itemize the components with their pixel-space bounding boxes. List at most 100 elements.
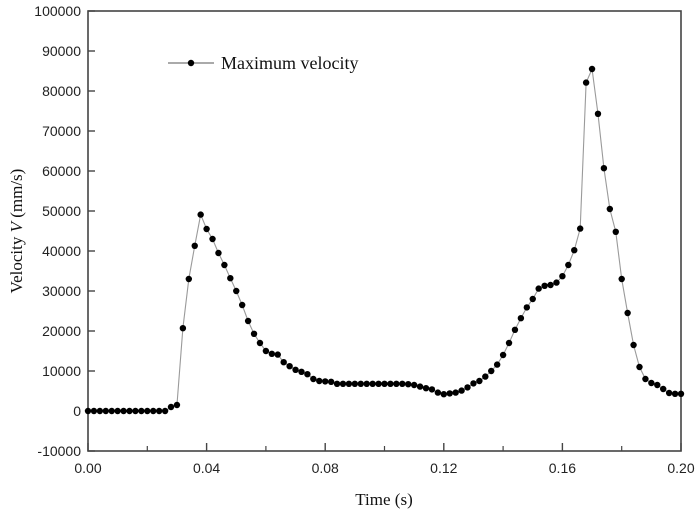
data-point [671, 390, 679, 397]
y-tick-label: 100000 [34, 3, 81, 19]
data-point [565, 261, 572, 269]
data-point [268, 350, 276, 357]
data-point [262, 347, 270, 355]
x-tick-label: 0.08 [312, 460, 339, 476]
data-point [434, 389, 442, 396]
data-point [458, 387, 465, 394]
data-point [327, 378, 335, 385]
data-point [606, 205, 614, 213]
data-point [144, 407, 151, 415]
data-point [399, 380, 406, 387]
x-tick-label: 0.04 [193, 460, 220, 476]
legend: Maximum velocity [168, 53, 358, 73]
data-point [422, 385, 430, 392]
data-point [304, 371, 311, 378]
data-point [345, 380, 353, 387]
x-tick-label: 0.16 [549, 460, 576, 476]
x-tick-label: 0.20 [667, 460, 694, 476]
data-point [428, 386, 436, 393]
data-point [541, 282, 548, 289]
data-point [221, 261, 228, 269]
y-tick-label: 20000 [42, 323, 81, 339]
series-line [88, 66, 681, 412]
data-point [470, 380, 477, 387]
data-point [571, 247, 578, 254]
legend-marker-sample [187, 59, 195, 67]
data-point [173, 401, 181, 409]
data-point [493, 361, 501, 368]
y-tick-label: -10000 [37, 443, 81, 459]
data-point [618, 275, 625, 283]
data-point [256, 339, 264, 347]
data-point [126, 407, 133, 415]
y-tick-label: 10000 [42, 363, 81, 379]
data-point [114, 407, 121, 415]
y-axis-title-variable: V [7, 219, 26, 232]
data-point [316, 377, 323, 385]
data-point [197, 211, 204, 218]
data-point [90, 407, 98, 415]
y-axis-title: Velocity V (mm/s) [7, 169, 26, 294]
data-point [535, 285, 542, 292]
data-point [387, 380, 394, 387]
data-point [600, 165, 608, 172]
data-point [505, 339, 513, 347]
data-point [250, 330, 258, 337]
x-tick-label: 0.00 [74, 460, 101, 476]
data-point [274, 351, 281, 358]
data-point [660, 385, 667, 393]
data-point [132, 407, 139, 415]
data-point [416, 383, 424, 390]
y-tick-label: 80000 [42, 83, 81, 99]
data-point [381, 380, 388, 387]
data-point [155, 407, 163, 415]
data-point [179, 325, 187, 332]
data-point [511, 326, 519, 333]
x-axis-title: Time (s) [355, 490, 412, 509]
data-point [624, 309, 631, 317]
y-tick-label: 70000 [42, 123, 81, 139]
data-point [244, 317, 252, 325]
data-point [298, 368, 305, 375]
data-point [677, 390, 685, 397]
y-axis-title-suffix: (mm/s) [7, 169, 26, 222]
data-point [96, 407, 104, 415]
y-tick-label: 60000 [42, 163, 81, 179]
data-point [150, 407, 157, 415]
data-point [393, 380, 400, 387]
data-point [476, 377, 483, 385]
data-point [357, 380, 364, 387]
data-point [286, 363, 293, 370]
y-tick-label: 30000 [42, 283, 81, 299]
data-point [161, 407, 169, 415]
data-point [120, 407, 127, 415]
data-point [630, 341, 637, 349]
data-point [333, 380, 341, 387]
data-point [654, 381, 661, 389]
data-point [84, 407, 92, 415]
data-point [665, 389, 673, 397]
data-point [517, 315, 525, 322]
y-tick-label: 50000 [42, 203, 81, 219]
data-point [191, 242, 198, 249]
data-point [138, 407, 145, 415]
data-point [523, 304, 531, 311]
data-point [351, 380, 359, 387]
data-point [227, 275, 234, 282]
data-point [233, 287, 240, 295]
data-point [102, 407, 109, 415]
data-point [203, 225, 210, 233]
x-tick-label: 0.12 [430, 460, 457, 476]
data-point [369, 380, 376, 387]
data-point [642, 375, 649, 383]
data-point [209, 235, 216, 243]
data-point [405, 381, 412, 388]
data-point [292, 366, 299, 373]
data-point [553, 279, 560, 286]
data-point [440, 391, 447, 398]
data-point [215, 249, 222, 257]
data-point [446, 390, 453, 397]
data-point [559, 273, 566, 280]
data-point [280, 359, 287, 366]
